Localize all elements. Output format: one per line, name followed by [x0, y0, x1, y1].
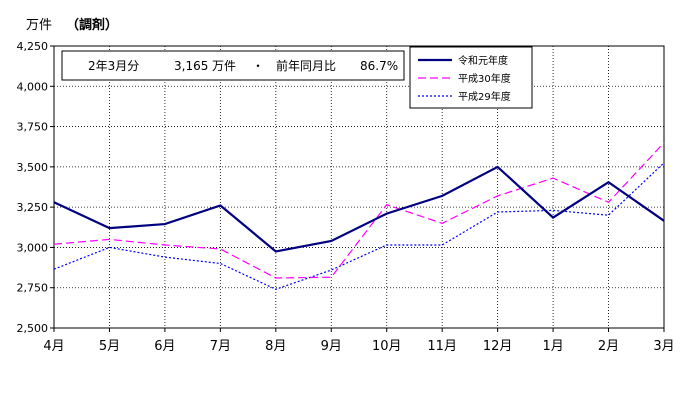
x-tick-label: 9月 — [321, 339, 342, 354]
series-line-1 — [53, 142, 665, 279]
y-tick-label: 3,000 — [17, 241, 49, 254]
summary-bullet: ・ — [252, 59, 264, 73]
y-tick-label: 4,000 — [17, 80, 49, 93]
x-tick-label: 5月 — [99, 339, 120, 354]
x-tick-label: 3月 — [653, 339, 674, 354]
legend-label: 平成29年度 — [458, 90, 511, 103]
y-tick-label: 3,750 — [17, 121, 49, 134]
summary-month: 2年3月分 — [88, 59, 139, 73]
summary-count-value: 3,165 — [174, 59, 208, 73]
x-tick-label: 6月 — [154, 339, 175, 354]
x-tick-label: 10月 — [372, 339, 402, 354]
category-label: （調剤） — [66, 18, 119, 33]
x-tick-label: 4月 — [43, 339, 64, 354]
summary-ratio-value: 86.7% — [360, 59, 398, 73]
y-tick-label: 4,250 — [17, 40, 49, 53]
y-tick-label: 2,750 — [17, 282, 49, 295]
legend-label: 平成30年度 — [458, 72, 511, 85]
y-unit-label: 万件 （調剤） — [26, 18, 119, 33]
x-tick-label: 2月 — [598, 339, 619, 354]
summary-count-unit: 万件 — [212, 59, 236, 73]
x-tick-label: 8月 — [265, 339, 286, 354]
plot-area — [53, 45, 665, 329]
summary-box: 2年3月分 3,165 万件 ・ 前年同月比 86.7% — [61, 50, 405, 81]
x-tick-label: 7月 — [210, 339, 231, 354]
summary-ratio-label: 前年同月比 — [276, 58, 336, 73]
y-tick-label: 3,250 — [17, 201, 49, 214]
x-tick-label: 11月 — [427, 339, 457, 354]
y-tick-label: 2,500 — [17, 322, 49, 335]
legend-label: 令和元年度 — [458, 54, 508, 67]
x-tick-label: 1月 — [542, 339, 563, 354]
series-line-0 — [53, 165, 665, 253]
x-tick-label: 12月 — [483, 339, 513, 354]
y-tick-label: 3,500 — [17, 161, 49, 174]
